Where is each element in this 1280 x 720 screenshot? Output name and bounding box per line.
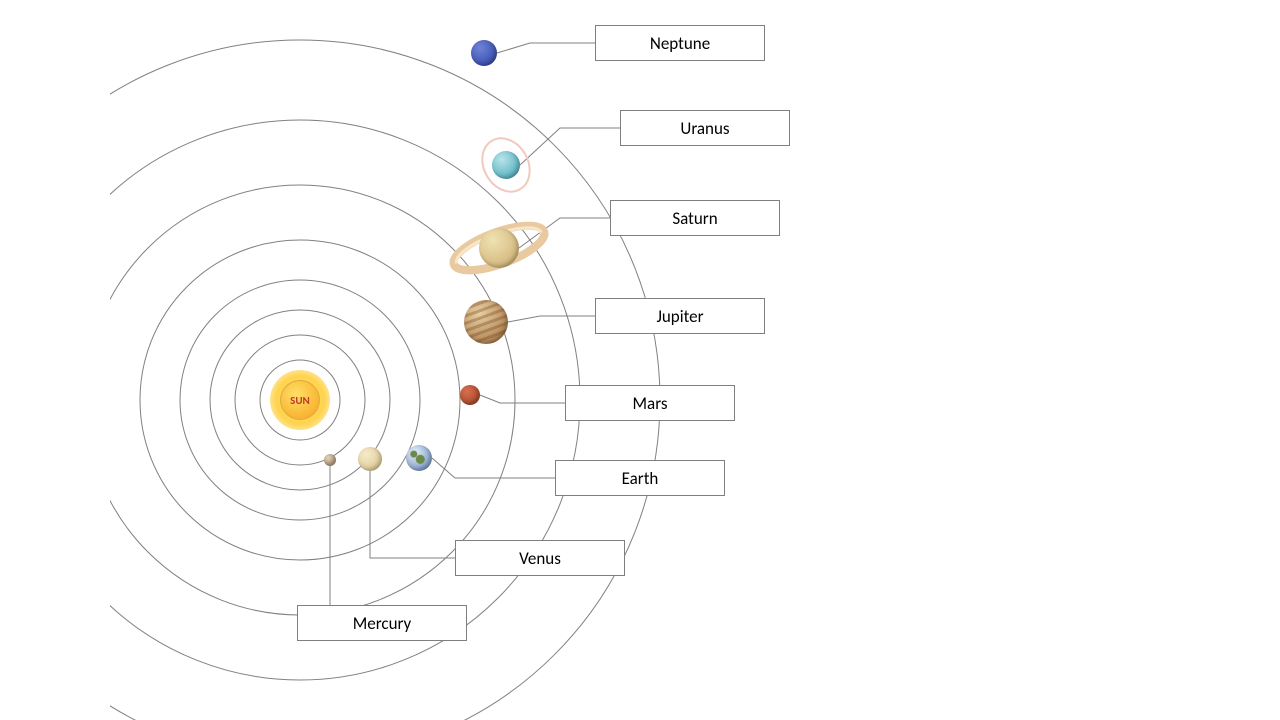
sun-label: SUN [290,394,310,407]
label-jupiter: Jupiter [595,298,765,334]
sun: SUN [280,380,320,420]
label-venus: Venus [455,540,625,576]
orbit-and-leader-lines [0,0,1280,720]
label-neptune: Neptune [595,25,765,61]
planet-saturn [479,228,519,268]
label-uranus: Uranus [620,110,790,146]
label-mercury: Mercury [297,605,467,641]
label-mars: Mars [565,385,735,421]
planet-neptune [471,40,497,66]
label-saturn: Saturn [610,200,780,236]
planet-earth [406,445,432,471]
planet-jupiter [464,300,508,344]
planet-uranus [492,151,520,179]
label-earth: Earth [555,460,725,496]
solar-system-diagram: SUN Mercury Venus Earth Mars Jupiter Saturn Ur… [0,0,1280,720]
planet-venus [358,447,382,471]
planet-mercury [324,454,336,466]
planet-mars [460,385,480,405]
